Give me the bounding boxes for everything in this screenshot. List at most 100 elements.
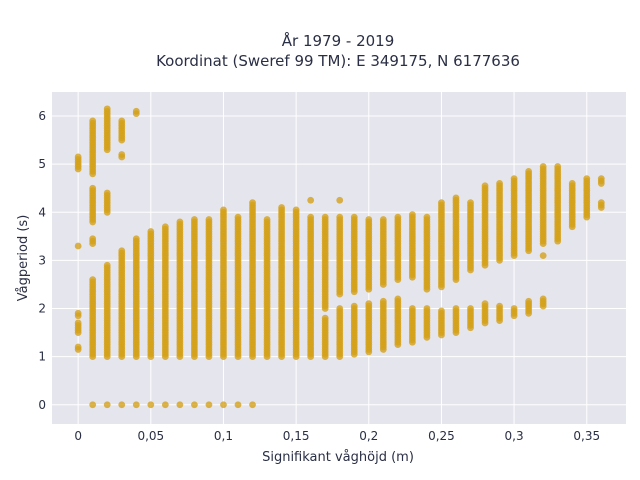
x-tick-label: 0,1	[214, 429, 233, 443]
data-point	[510, 175, 518, 183]
data-point	[496, 180, 503, 187]
data-point	[336, 305, 344, 312]
data-point	[307, 196, 315, 204]
x-tick-label: 0,2	[359, 429, 378, 443]
data-point	[350, 302, 358, 310]
data-point	[176, 401, 184, 409]
data-point	[89, 117, 97, 125]
data-point	[438, 307, 445, 315]
y-tick-label: 1	[38, 350, 46, 364]
data-point	[365, 216, 373, 223]
y-tick-label: 4	[38, 205, 46, 219]
data-point	[452, 305, 460, 312]
data-point	[350, 213, 358, 221]
data-point	[118, 401, 126, 409]
data-points	[74, 105, 605, 409]
data-point	[568, 180, 576, 187]
data-point	[597, 199, 605, 207]
y-tick-label: 3	[38, 253, 46, 267]
data-point	[74, 319, 82, 327]
data-point	[89, 184, 97, 192]
x-tick-label: 0,15	[283, 429, 310, 443]
data-point	[118, 151, 126, 158]
data-point	[510, 305, 518, 312]
data-point	[89, 276, 97, 284]
data-point	[161, 223, 169, 231]
data-point	[452, 194, 460, 202]
data-point	[74, 153, 82, 161]
data-point	[118, 247, 126, 255]
data-point	[307, 213, 315, 221]
data-point	[467, 305, 474, 312]
data-point	[278, 204, 285, 211]
data-point	[74, 242, 82, 250]
data-point	[496, 302, 503, 310]
data-point	[525, 167, 533, 175]
data-point	[408, 211, 416, 219]
data-point	[365, 300, 373, 308]
data-point	[539, 252, 547, 259]
y-tick-labels: 0 1 2 3 4 5 6	[38, 109, 46, 412]
data-point	[539, 295, 547, 303]
chart-title-line2: Koordinat (Sweref 99 TM): E 349175, N 61…	[156, 52, 520, 70]
chart-title-line1: År 1979 - 2019	[282, 31, 395, 50]
x-tick-label: 0,35	[573, 429, 600, 443]
data-point	[394, 213, 402, 221]
data-point	[132, 235, 140, 243]
y-tick-label: 0	[38, 398, 46, 412]
data-point	[220, 206, 227, 214]
data-point	[394, 295, 402, 303]
data-point	[481, 182, 489, 190]
data-point	[336, 213, 344, 221]
data-point	[423, 305, 431, 312]
data-point	[321, 314, 329, 322]
data-point	[103, 105, 111, 113]
x-tick-labels: 0 0,05 0,1 0,15 0,2 0,25 0,3 0,35	[74, 429, 600, 443]
data-point	[74, 343, 82, 351]
data-point	[481, 300, 489, 308]
data-point	[263, 216, 271, 223]
data-point	[103, 401, 111, 409]
data-point	[539, 163, 547, 170]
data-point	[423, 213, 431, 221]
data-point	[205, 401, 213, 409]
data-point	[161, 401, 169, 409]
data-point	[467, 199, 474, 207]
data-point	[292, 206, 300, 214]
data-point	[249, 401, 256, 409]
data-point	[234, 213, 242, 221]
data-point	[118, 117, 126, 125]
data-point	[147, 401, 155, 409]
data-point	[191, 401, 198, 409]
data-point	[438, 199, 445, 207]
data-point	[103, 261, 111, 269]
y-tick-label: 2	[38, 302, 46, 316]
data-point	[597, 175, 605, 183]
data-point	[74, 309, 82, 317]
data-point	[379, 216, 387, 223]
x-axis-label: Signifikant våghöjd (m)	[262, 450, 414, 465]
data-point	[191, 216, 198, 223]
data-point	[583, 175, 591, 183]
data-point	[205, 216, 213, 223]
data-point	[336, 196, 344, 204]
data-point	[103, 189, 111, 197]
data-point	[554, 163, 562, 170]
data-point	[220, 401, 227, 409]
x-tick-label: 0,3	[505, 429, 524, 443]
data-point	[525, 297, 533, 305]
x-tick-label: 0	[74, 429, 82, 443]
data-point	[234, 401, 242, 409]
y-tick-label: 5	[38, 157, 46, 171]
x-tick-label: 0,05	[137, 429, 164, 443]
data-point	[249, 199, 256, 207]
y-tick-label: 6	[38, 109, 46, 123]
data-point	[132, 401, 140, 409]
data-point	[132, 107, 140, 115]
data-point	[408, 305, 416, 312]
data-point	[379, 297, 387, 305]
data-point	[89, 235, 97, 243]
x-tick-label: 0,25	[428, 429, 455, 443]
